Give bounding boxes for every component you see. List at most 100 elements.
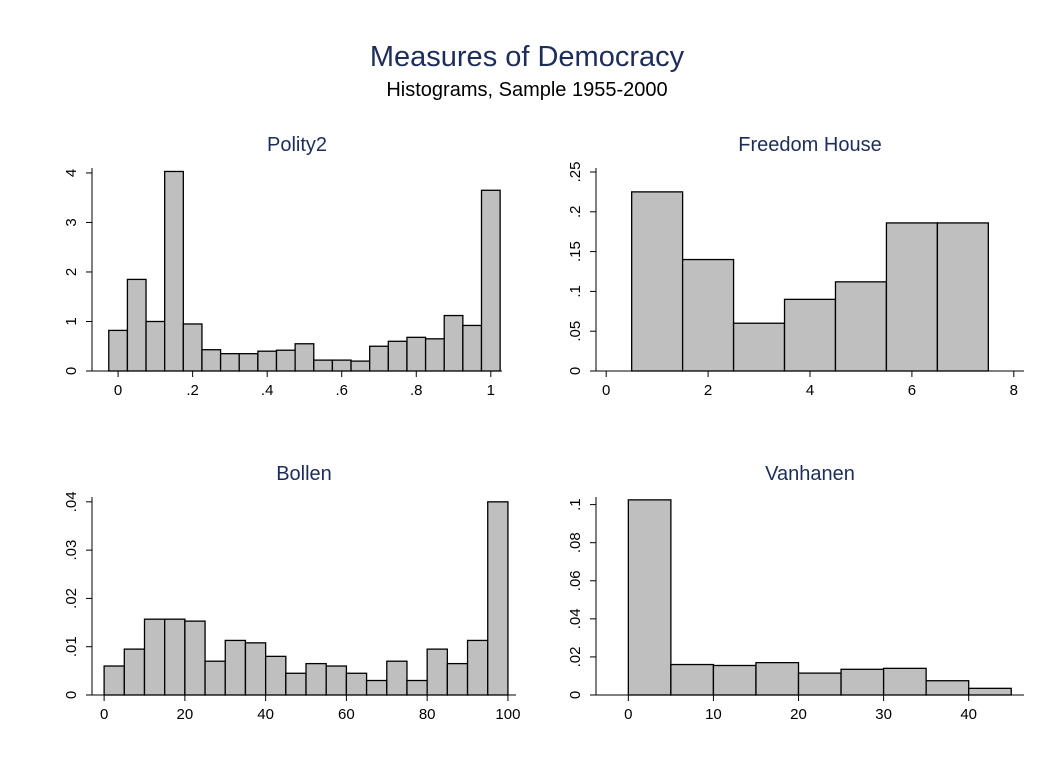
bar <box>797 672 842 696</box>
bar <box>627 499 672 696</box>
bar <box>164 170 184 372</box>
bar <box>224 639 247 696</box>
y-tick-label: .2 <box>567 206 584 219</box>
bar <box>480 189 501 372</box>
x-tick-label: 40 <box>960 706 977 723</box>
y-tick-label: .02 <box>63 588 80 609</box>
bar <box>143 618 166 696</box>
bar <box>443 314 464 372</box>
chart-subtitle: Histograms, Sample 1955-2000 <box>386 79 667 101</box>
bar <box>732 322 786 372</box>
bar <box>462 324 483 372</box>
bar <box>325 665 348 696</box>
bar <box>424 338 445 372</box>
bar <box>925 680 970 696</box>
panel-title: Freedom House <box>738 134 881 156</box>
x-tick-label: 20 <box>177 706 194 723</box>
bar <box>305 662 327 696</box>
y-tick-label: .06 <box>567 570 584 591</box>
y-tick-label: 2 <box>63 268 80 276</box>
y-tick-label: .25 <box>567 162 584 183</box>
bar <box>466 639 489 696</box>
bar <box>294 343 315 372</box>
y-tick-label: 0 <box>567 367 584 375</box>
x-tick-label: 1 <box>487 382 495 399</box>
bar <box>331 359 352 372</box>
bar <box>350 360 371 372</box>
y-tick-label: 3 <box>63 218 80 226</box>
x-tick-label: 40 <box>257 706 274 723</box>
bar <box>681 258 735 372</box>
panel-title: Bollen <box>276 463 332 485</box>
bar <box>755 661 800 696</box>
y-tick-label: .04 <box>567 608 584 629</box>
x-tick-label: 20 <box>790 706 807 723</box>
bar <box>285 672 307 696</box>
bar <box>257 350 278 372</box>
bar <box>670 663 715 696</box>
bar <box>885 222 939 372</box>
bar <box>369 345 389 372</box>
x-tick-label: 10 <box>705 706 722 723</box>
bar <box>712 664 757 696</box>
y-tick-label: .03 <box>63 540 80 561</box>
x-tick-label: 0 <box>114 382 122 399</box>
bar <box>244 642 267 696</box>
x-tick-label: 8 <box>1010 382 1018 399</box>
y-tick-label: .1 <box>567 498 584 511</box>
x-tick-label: 100 <box>495 706 520 723</box>
bar <box>313 359 334 372</box>
y-tick-label: .04 <box>63 491 80 512</box>
y-tick-label: 0 <box>63 367 80 375</box>
bar <box>387 340 408 372</box>
x-tick-label: 0 <box>602 382 610 399</box>
panel-title: Vanhanen <box>765 463 855 485</box>
bar <box>487 501 509 696</box>
x-tick-label: .8 <box>410 382 423 399</box>
bar <box>126 278 147 372</box>
x-tick-label: 30 <box>875 706 892 723</box>
x-tick-label: 0 <box>100 706 108 723</box>
bar <box>345 672 368 696</box>
chart-title: Measures of Democracy <box>370 41 685 73</box>
bar <box>103 665 125 696</box>
bar <box>204 660 226 696</box>
bar <box>145 320 166 372</box>
bar <box>882 667 927 696</box>
bar <box>406 679 428 696</box>
bar <box>840 668 885 696</box>
x-tick-label: 0 <box>624 706 632 723</box>
bar <box>446 662 469 696</box>
x-tick-label: 80 <box>419 706 436 723</box>
bar <box>936 222 989 372</box>
bar <box>201 349 222 372</box>
x-tick-label: .4 <box>261 382 274 399</box>
bar <box>365 679 388 696</box>
bar <box>219 353 240 372</box>
bar <box>238 353 259 372</box>
y-tick-label: .02 <box>567 646 584 667</box>
x-tick-label: 60 <box>338 706 355 723</box>
bar <box>426 648 449 696</box>
bar <box>184 620 206 696</box>
y-tick-label: .15 <box>567 241 584 262</box>
bar <box>386 660 408 696</box>
x-tick-label: 4 <box>806 382 814 399</box>
panel-title: Polity2 <box>267 134 327 156</box>
bar <box>968 687 1012 696</box>
bar <box>164 618 186 696</box>
bar <box>108 329 129 372</box>
y-tick-label: .08 <box>567 532 584 553</box>
x-tick-label: .6 <box>335 382 348 399</box>
bar <box>406 336 427 372</box>
x-tick-label: .2 <box>186 382 199 399</box>
x-tick-label: 6 <box>908 382 916 399</box>
y-tick-label: 1 <box>63 317 80 325</box>
bar <box>275 349 296 372</box>
x-tick-label: 2 <box>704 382 712 399</box>
y-tick-label: .01 <box>63 636 80 657</box>
bar <box>783 298 837 372</box>
bar <box>631 191 684 372</box>
y-tick-label: .05 <box>567 321 584 342</box>
